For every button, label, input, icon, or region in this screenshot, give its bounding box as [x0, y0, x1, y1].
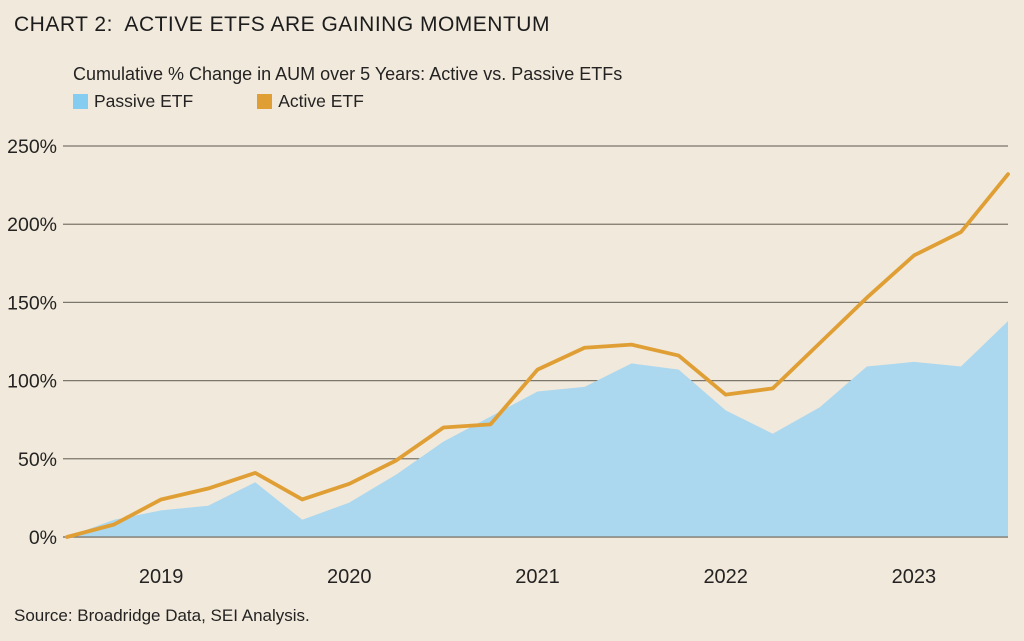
legend-item-active-etf: Active ETF — [257, 91, 364, 112]
y-axis-tick-label: 100% — [7, 371, 57, 393]
legend-label: Passive ETF — [94, 91, 194, 111]
y-axis-tick-label: 200% — [7, 214, 57, 236]
active-etf-line-series — [65, 172, 1010, 539]
chart-title: CHART 2: ACTIVE ETFS ARE GAINING MOMENTU… — [14, 13, 550, 36]
x-axis-tick-label-2022: 2022 — [703, 566, 748, 588]
y-axis-tick-label: 250% — [7, 136, 57, 158]
y-axis-tick-label: 0% — [29, 527, 57, 549]
x-axis-tick-label-2023: 2023 — [892, 566, 937, 588]
passive-etf-area-series — [67, 321, 1008, 537]
legend-swatch-active-etf — [257, 94, 273, 109]
legend-swatch-passive-etf — [73, 94, 88, 109]
legend-item-passive-etf: Passive ETF — [73, 91, 193, 112]
x-axis-tick-label-2019: 2019 — [139, 566, 184, 588]
legend-label: Active ETF — [278, 91, 364, 111]
y-axis-tick-label: 50% — [18, 449, 57, 471]
source-note: Source: Broadridge Data, SEI Analysis. — [14, 606, 310, 625]
y-axis-tick-label: 150% — [7, 292, 57, 314]
x-axis-tick-label-2020: 2020 — [327, 566, 372, 588]
chart-subtitle: Cumulative % Change in AUM over 5 Years:… — [73, 64, 623, 84]
chart-legend: Passive ETF Active ETF — [73, 91, 364, 112]
x-axis-tick-label-2021: 2021 — [515, 566, 560, 588]
